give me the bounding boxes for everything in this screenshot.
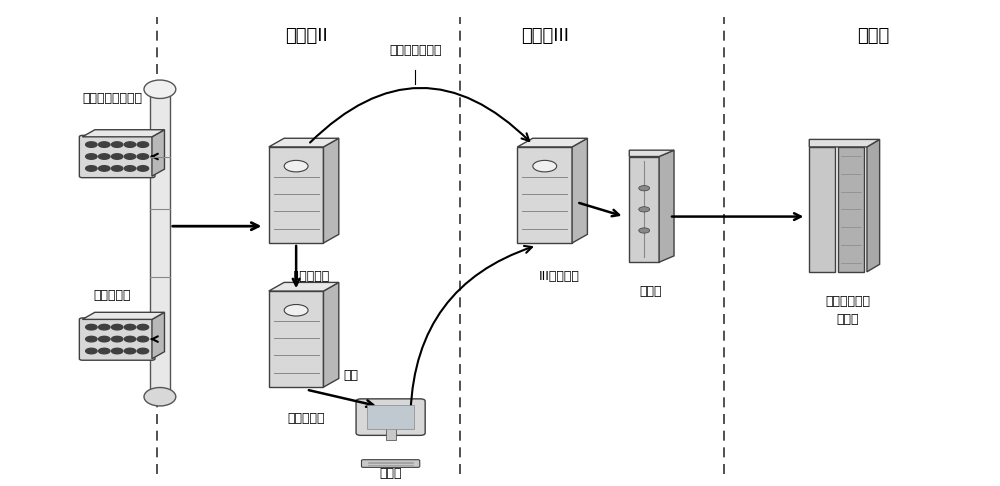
FancyBboxPatch shape xyxy=(517,147,572,243)
Ellipse shape xyxy=(144,80,176,99)
Ellipse shape xyxy=(144,387,176,406)
Circle shape xyxy=(137,142,149,147)
FancyBboxPatch shape xyxy=(386,428,396,440)
Circle shape xyxy=(284,160,308,172)
Circle shape xyxy=(99,154,110,159)
Text: 安全区III: 安全区III xyxy=(521,27,569,45)
Text: 分时: 分时 xyxy=(343,368,358,382)
Circle shape xyxy=(124,348,136,354)
Polygon shape xyxy=(809,139,880,147)
Polygon shape xyxy=(152,312,164,359)
Circle shape xyxy=(639,207,650,212)
Circle shape xyxy=(111,324,123,330)
Circle shape xyxy=(86,348,97,354)
Polygon shape xyxy=(323,282,339,387)
Text: 备份数据库: 备份数据库 xyxy=(287,412,325,425)
Polygon shape xyxy=(659,150,674,262)
FancyBboxPatch shape xyxy=(269,147,323,243)
Polygon shape xyxy=(629,150,674,156)
Text: 前置机: 前置机 xyxy=(379,467,402,480)
FancyBboxPatch shape xyxy=(361,460,420,468)
Circle shape xyxy=(86,142,97,147)
Text: 安全区II: 安全区II xyxy=(285,27,327,45)
Text: III区数据库: III区数据库 xyxy=(539,270,580,283)
Text: 上级主管单位
数据库: 上级主管单位 数据库 xyxy=(826,295,871,326)
Polygon shape xyxy=(269,282,339,291)
FancyBboxPatch shape xyxy=(79,318,155,360)
Circle shape xyxy=(86,336,97,342)
Circle shape xyxy=(533,160,557,172)
Circle shape xyxy=(86,324,97,330)
Polygon shape xyxy=(152,130,164,176)
FancyBboxPatch shape xyxy=(809,147,835,272)
Text: 因特网: 因特网 xyxy=(857,27,889,45)
Text: II区数据库: II区数据库 xyxy=(292,270,330,283)
Circle shape xyxy=(111,336,123,342)
Circle shape xyxy=(99,142,110,147)
Circle shape xyxy=(111,154,123,159)
Text: 水雨情数据: 水雨情数据 xyxy=(93,289,131,302)
Circle shape xyxy=(124,166,136,171)
Circle shape xyxy=(137,348,149,354)
Circle shape xyxy=(99,166,110,171)
Circle shape xyxy=(124,324,136,330)
Circle shape xyxy=(137,166,149,171)
Polygon shape xyxy=(323,138,339,243)
Circle shape xyxy=(111,166,123,171)
Circle shape xyxy=(124,154,136,159)
FancyBboxPatch shape xyxy=(838,147,864,272)
FancyBboxPatch shape xyxy=(367,405,414,429)
Circle shape xyxy=(137,154,149,159)
Polygon shape xyxy=(572,138,587,243)
Circle shape xyxy=(639,186,650,191)
FancyBboxPatch shape xyxy=(79,136,155,178)
Circle shape xyxy=(86,166,97,171)
FancyBboxPatch shape xyxy=(356,399,425,435)
FancyBboxPatch shape xyxy=(150,89,170,397)
Polygon shape xyxy=(517,138,587,147)
Circle shape xyxy=(86,154,97,159)
Polygon shape xyxy=(82,312,164,319)
Text: 防火墙: 防火墙 xyxy=(639,284,661,297)
FancyBboxPatch shape xyxy=(269,291,323,387)
Polygon shape xyxy=(82,130,164,137)
FancyBboxPatch shape xyxy=(629,156,659,262)
Circle shape xyxy=(99,348,110,354)
Circle shape xyxy=(99,336,110,342)
Circle shape xyxy=(111,348,123,354)
Circle shape xyxy=(111,142,123,147)
Circle shape xyxy=(137,324,149,330)
Circle shape xyxy=(137,336,149,342)
Circle shape xyxy=(124,142,136,147)
Text: 大坝安全监测数据: 大坝安全监测数据 xyxy=(82,92,142,105)
Circle shape xyxy=(639,228,650,233)
Polygon shape xyxy=(867,139,880,272)
Polygon shape xyxy=(269,138,339,147)
Text: 单向串口通信线: 单向串口通信线 xyxy=(389,44,442,57)
Circle shape xyxy=(99,324,110,330)
Circle shape xyxy=(124,336,136,342)
Circle shape xyxy=(284,305,308,316)
